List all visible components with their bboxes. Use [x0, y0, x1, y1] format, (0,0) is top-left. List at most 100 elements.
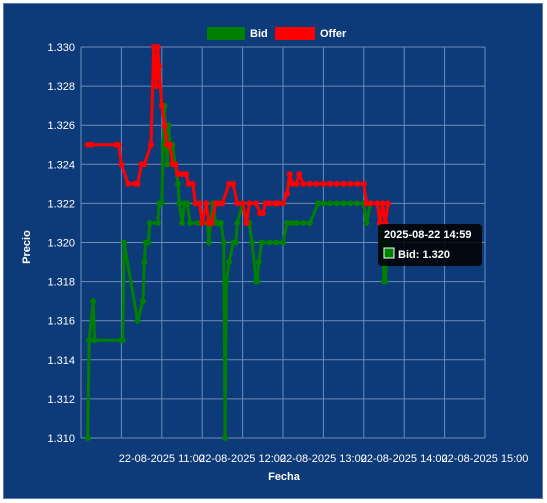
data-point-bid[interactable] [258, 239, 265, 246]
data-point-offer[interactable] [118, 161, 125, 168]
data-point-offer[interactable] [274, 200, 281, 207]
data-point-offer[interactable] [306, 180, 313, 187]
data-point-offer[interactable] [196, 200, 203, 207]
data-point-offer[interactable] [296, 171, 303, 178]
data-point-offer[interactable] [199, 219, 206, 226]
data-point-offer[interactable] [385, 200, 392, 207]
data-point-bid[interactable] [84, 435, 91, 441]
data-point-bid[interactable] [145, 239, 152, 246]
data-point-bid[interactable] [249, 239, 256, 246]
data-point-bid[interactable] [300, 219, 307, 226]
data-point-bid[interactable] [146, 219, 153, 226]
data-point-bid[interactable] [179, 219, 185, 226]
legend-item-bid[interactable]: Bid [207, 27, 268, 40]
data-point-bid[interactable] [141, 259, 148, 266]
data-point-bid[interactable] [354, 200, 361, 207]
data-point-bid[interactable] [158, 200, 165, 207]
data-point-offer[interactable] [333, 180, 340, 187]
data-point-bid[interactable] [280, 239, 286, 246]
data-point-offer[interactable] [379, 200, 386, 207]
data-point-offer[interactable] [243, 219, 250, 226]
data-point-offer[interactable] [367, 200, 374, 207]
data-point-bid[interactable] [187, 219, 194, 226]
data-point-bid[interactable] [320, 200, 327, 207]
data-point-offer[interactable] [347, 180, 354, 187]
data-point-offer[interactable] [230, 180, 237, 187]
data-point-offer[interactable] [161, 122, 168, 129]
data-point-bid[interactable] [306, 219, 313, 226]
data-point-bid[interactable] [218, 219, 225, 226]
data-point-offer[interactable] [125, 180, 132, 187]
data-point-bid[interactable] [222, 435, 229, 441]
data-point-bid[interactable] [184, 200, 191, 207]
data-point-bid[interactable] [119, 337, 126, 344]
data-point-offer[interactable] [134, 180, 141, 187]
data-point-offer[interactable] [320, 180, 327, 187]
data-point-bid[interactable] [333, 200, 340, 207]
data-point-offer[interactable] [219, 200, 226, 207]
legend-item-offer[interactable]: Offer [275, 27, 347, 40]
data-point-offer[interactable] [246, 200, 253, 207]
data-point-bid[interactable] [255, 259, 262, 266]
data-point-offer[interactable] [284, 190, 291, 197]
data-point-offer[interactable] [153, 83, 160, 90]
data-point-offer[interactable] [88, 141, 95, 148]
data-point-bid[interactable] [347, 200, 354, 207]
data-point-bid[interactable] [154, 219, 161, 226]
data-point-bid[interactable] [327, 200, 334, 207]
data-point-bid[interactable] [226, 259, 233, 266]
data-point-offer[interactable] [189, 180, 196, 187]
data-point-bid[interactable] [266, 239, 273, 246]
data-point-offer[interactable] [158, 102, 165, 109]
data-point-offer[interactable] [148, 141, 155, 148]
data-point-bid[interactable] [121, 239, 128, 246]
data-point-offer[interactable] [253, 200, 260, 207]
data-point-offer[interactable] [156, 63, 163, 70]
data-point-bid[interactable] [91, 337, 98, 344]
data-point-offer[interactable] [141, 161, 148, 168]
data-point-offer[interactable] [300, 180, 307, 187]
data-point-offer[interactable] [183, 171, 190, 178]
data-point-offer[interactable] [239, 200, 246, 207]
data-point-bid[interactable] [234, 219, 241, 226]
data-point-offer[interactable] [259, 210, 266, 217]
data-point-bid[interactable] [139, 298, 146, 305]
data-point-offer[interactable] [374, 200, 381, 207]
data-point-offer[interactable] [166, 141, 173, 148]
data-point-offer[interactable] [313, 180, 320, 187]
data-point-offer[interactable] [293, 180, 300, 187]
data-point-bid[interactable] [134, 317, 141, 324]
data-point-offer[interactable] [266, 200, 273, 207]
data-point-bid[interactable] [174, 180, 181, 187]
data-point-offer[interactable] [208, 219, 215, 226]
data-point-offer[interactable] [340, 180, 347, 187]
legend[interactable]: Bid Offer [207, 27, 347, 40]
data-point-bid[interactable] [288, 219, 295, 226]
data-point-bid[interactable] [86, 337, 93, 344]
data-point-offer[interactable] [280, 200, 286, 207]
data-point-offer[interactable] [115, 141, 122, 148]
data-point-bid[interactable] [223, 278, 230, 285]
data-point-bid[interactable] [90, 298, 97, 305]
data-point-bid[interactable] [176, 200, 183, 207]
data-point-bid[interactable] [254, 278, 261, 285]
data-point-bid[interactable] [232, 239, 239, 246]
data-point-offer[interactable] [327, 180, 334, 187]
data-point-offer[interactable] [154, 44, 161, 50]
data-point-offer[interactable] [360, 180, 367, 187]
data-point-bid[interactable] [340, 200, 347, 207]
data-point-bid[interactable] [220, 239, 227, 246]
data-point-offer[interactable] [354, 180, 361, 187]
data-point-bid[interactable] [382, 278, 389, 285]
data-point-offer[interactable] [172, 161, 179, 168]
y-tick-label: 1.320 [47, 238, 75, 250]
data-point-offer[interactable] [234, 200, 241, 207]
data-point-bid[interactable] [315, 200, 322, 207]
data-point-bid[interactable] [205, 239, 212, 246]
data-point-bid[interactable] [363, 219, 370, 226]
data-point-bid[interactable] [293, 219, 300, 226]
data-point-bid[interactable] [164, 161, 171, 168]
data-point-bid[interactable] [273, 239, 280, 246]
data-point-offer[interactable] [203, 200, 210, 207]
data-point-offer[interactable] [286, 171, 293, 178]
